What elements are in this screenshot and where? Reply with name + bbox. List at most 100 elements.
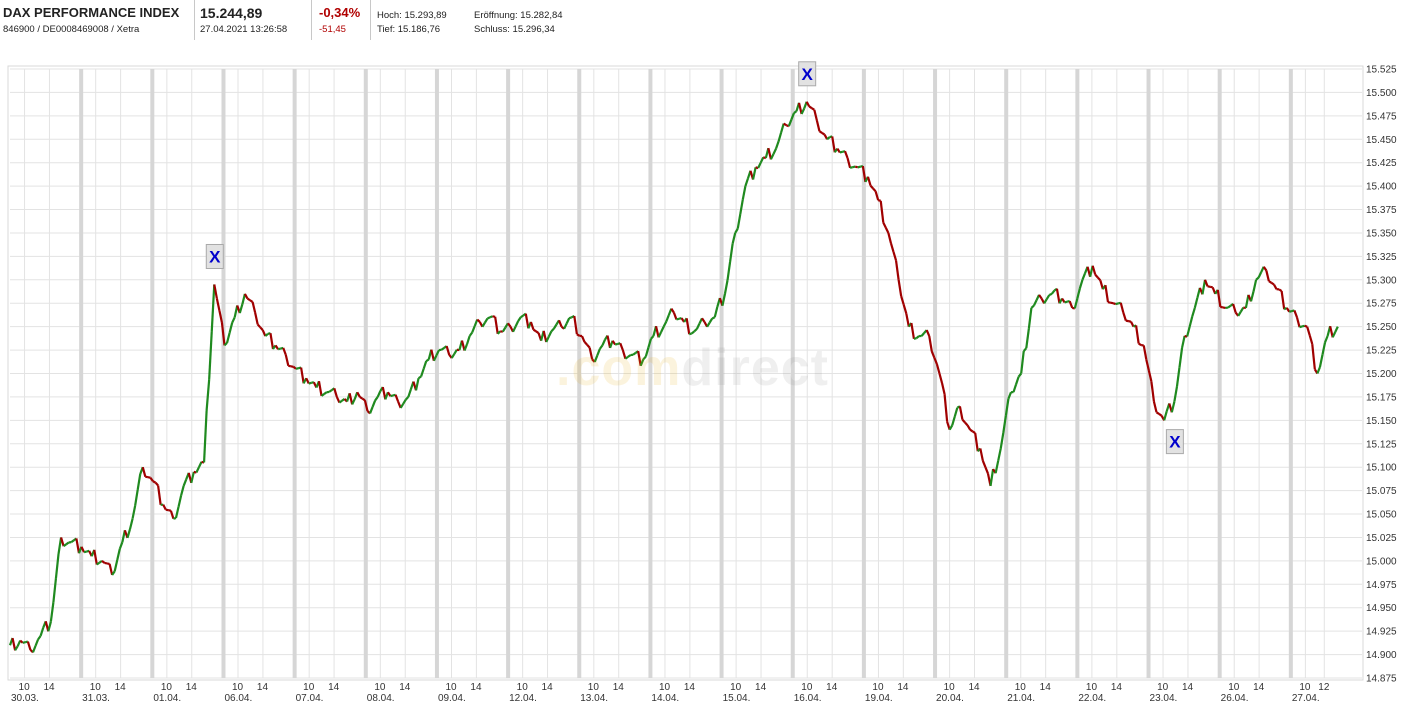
price-segment (639, 359, 645, 367)
price-segment (1125, 319, 1129, 323)
price-segment (1115, 302, 1119, 306)
price-segment (277, 347, 281, 351)
x-hour-label: 10 (1228, 682, 1240, 693)
price-segment (57, 537, 63, 555)
price-segment (1255, 276, 1260, 281)
price-segment (783, 122, 787, 127)
x-hour-label: 14 (328, 682, 340, 693)
x-date-label: 26.04. (1221, 693, 1249, 704)
change-absolute: -51,45 (319, 24, 346, 35)
marker-box (1165, 429, 1184, 455)
price-segment (417, 375, 422, 380)
price-segment (913, 337, 917, 340)
price-segment (390, 394, 394, 398)
x-hour-label: 14 (684, 682, 696, 693)
y-tick-label: 15.375 (1366, 205, 1397, 216)
y-tick-label: 15.300 (1366, 275, 1397, 286)
price-segment (440, 347, 445, 351)
x-date-label: 12.04. (509, 693, 537, 704)
price-segment (1142, 345, 1148, 360)
price-segment (650, 335, 655, 340)
price-segment (356, 391, 361, 398)
price-segment (348, 393, 354, 405)
price-segment (202, 410, 208, 463)
price-segment (532, 328, 537, 333)
price-segment (979, 448, 984, 462)
price-segment (193, 470, 197, 474)
price-segment (154, 481, 159, 487)
y-tick-label: 15.200 (1366, 369, 1397, 380)
price-segment (999, 432, 1005, 449)
price-segment (842, 150, 846, 153)
price-segment (93, 549, 98, 565)
price-segment (1147, 370, 1153, 382)
x-hour-label: 14 (1253, 682, 1265, 693)
price-segment (1318, 354, 1324, 368)
x-hour-label: 10 (90, 682, 102, 693)
price-segment (435, 349, 440, 356)
x-hour-label: 14 (1182, 682, 1194, 693)
price-segment (54, 553, 60, 579)
price-segment (576, 333, 581, 337)
price-segment (288, 364, 292, 368)
price-segment (938, 373, 944, 384)
x-hour-label: 10 (1015, 682, 1027, 693)
price-segment (1173, 386, 1179, 402)
x-hour-label: 14 (257, 682, 269, 693)
price-segment (1107, 301, 1111, 304)
price-segment (402, 399, 407, 405)
price-segment (644, 347, 650, 357)
price-segment (1209, 285, 1213, 289)
price-segment (466, 335, 471, 345)
marker-label: X (802, 65, 814, 84)
price-segment (145, 475, 149, 479)
price-segment (1163, 410, 1168, 421)
price-segment (422, 360, 428, 370)
price-segment (596, 348, 601, 356)
price-segment (492, 315, 496, 318)
price-segment (739, 199, 744, 215)
price-segment (813, 109, 818, 121)
price-segment (695, 323, 701, 330)
y-tick-label: 14.875 (1366, 674, 1397, 685)
price-segment (1119, 302, 1125, 313)
price-segment (1073, 298, 1079, 309)
price-segment (1188, 316, 1194, 327)
price-segment (282, 347, 287, 356)
price-segment (586, 344, 591, 349)
x-date-label: 22.04. (1078, 693, 1106, 704)
price-segment (940, 382, 946, 395)
price-segment (601, 339, 606, 346)
price-segment (1099, 280, 1104, 290)
x-hour-label: 10 (232, 682, 244, 693)
price-segment (197, 461, 203, 468)
price-segment (1134, 325, 1140, 344)
y-tick-label: 15.450 (1366, 135, 1397, 146)
y-tick-label: 15.250 (1366, 322, 1397, 333)
price-segment (494, 316, 499, 334)
x-date-label: 16.04. (794, 693, 822, 704)
price-segment (317, 381, 323, 397)
price-segment (80, 546, 86, 553)
day-separator (861, 69, 866, 678)
price-segment (468, 331, 474, 337)
price-segment (678, 317, 682, 320)
x-date-label: 14.04. (651, 693, 679, 704)
x-date-label: 01.04. (153, 693, 181, 704)
price-segment (654, 325, 660, 338)
price-segment (37, 635, 42, 640)
price-segment (1112, 302, 1116, 306)
change-percent: -0,34% (319, 5, 361, 20)
day-separator (150, 69, 155, 678)
price-segment (34, 638, 40, 647)
price-segment (897, 279, 903, 297)
stat-schluss: Schluss: 15.296,34 (474, 24, 555, 35)
price-segment (930, 350, 936, 359)
price-segment (1227, 304, 1232, 309)
price-segment (800, 108, 806, 115)
price-segment (787, 119, 793, 127)
price-segment (517, 316, 522, 322)
y-tick-label: 15.100 (1366, 463, 1397, 474)
price-segment (1273, 283, 1278, 290)
day-separator (434, 69, 439, 678)
